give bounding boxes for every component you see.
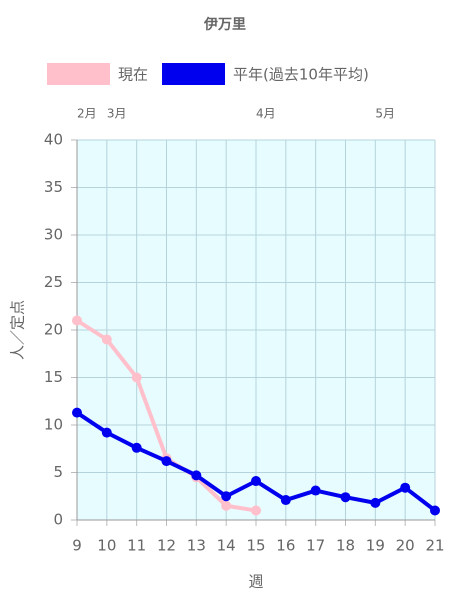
x-tick-label: 19 <box>366 537 385 555</box>
point <box>280 495 291 506</box>
point <box>191 470 202 481</box>
x-axis-label: 週 <box>248 573 263 591</box>
point <box>221 491 232 502</box>
y-tick-label: 0 <box>53 511 63 529</box>
point <box>221 500 232 511</box>
x-tick-label: 9 <box>72 537 82 555</box>
x-tick-label: 11 <box>127 537 146 555</box>
point <box>310 485 321 496</box>
point <box>131 442 142 453</box>
point <box>72 407 82 418</box>
x-tick-label: 20 <box>396 537 415 555</box>
point <box>430 505 440 516</box>
y-tick-label: 25 <box>44 273 63 291</box>
x-tick-label: 10 <box>97 537 116 555</box>
x-tick-label: 18 <box>336 537 355 555</box>
y-tick-label: 20 <box>44 321 63 339</box>
y-tick-label: 35 <box>44 178 63 196</box>
point <box>340 492 351 503</box>
chart-title: 伊万里 <box>203 16 246 33</box>
y-tick-label: 40 <box>44 131 63 149</box>
y-tick-label: 5 <box>53 463 63 481</box>
point <box>400 482 411 493</box>
point <box>101 427 112 438</box>
point <box>251 505 261 516</box>
month-label: 4月 <box>256 107 276 121</box>
point <box>72 315 82 326</box>
point <box>101 334 112 345</box>
point <box>131 372 142 383</box>
x-tick-label: 14 <box>217 537 236 555</box>
month-label: 3月 <box>107 107 127 121</box>
x-tick-label: 12 <box>157 537 176 555</box>
y-axis-label: 人／定点 <box>9 300 27 360</box>
y-tick-label: 15 <box>44 368 63 386</box>
y-tick-label: 10 <box>44 416 63 434</box>
legend-label: 現在 <box>118 66 148 84</box>
x-tick-label: 17 <box>306 537 325 555</box>
point <box>161 456 172 467</box>
month-label: 2月 <box>77 107 97 121</box>
point <box>370 497 381 508</box>
y-tick-label: 30 <box>44 226 63 244</box>
month-label: 5月 <box>375 107 395 121</box>
legend-swatch <box>162 63 226 85</box>
legend-label: 平年(過去10年平均) <box>233 66 369 84</box>
x-tick-label: 15 <box>246 537 265 555</box>
legend-swatch <box>47 63 110 85</box>
x-tick-label: 13 <box>187 537 206 555</box>
point <box>251 476 261 487</box>
x-tick-label: 16 <box>276 537 295 555</box>
x-tick-label: 21 <box>425 537 444 555</box>
